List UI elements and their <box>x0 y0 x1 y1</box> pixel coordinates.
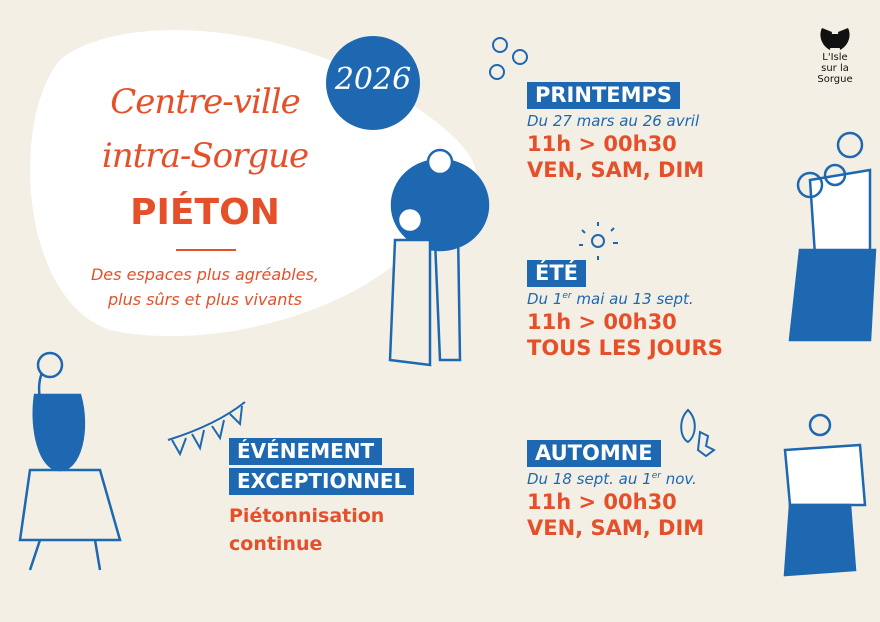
season-days: TOUS LES JOURS <box>527 336 723 360</box>
walking-couple-illustration <box>388 148 490 367</box>
bunting-icon <box>167 401 246 457</box>
hero-title-line1: Centre-ville <box>110 82 301 122</box>
leaves-icon <box>680 408 716 458</box>
sun-icon <box>579 222 618 260</box>
season-hours: 11h > 00h30 <box>527 310 677 334</box>
flowers-icon <box>489 37 528 80</box>
season-tag: AUTOMNE <box>527 440 661 467</box>
event-desc-line2: continue <box>229 533 323 555</box>
subtitle-line: Des espaces plus agréables, <box>90 265 319 284</box>
season-tag: ÉTÉ <box>527 260 587 287</box>
season-days: VEN, SAM, DIM <box>527 516 705 540</box>
hero-subtitle: Des espaces plus agréables, plus sûrs et… <box>55 262 355 312</box>
season-hours: 11h > 00h30 <box>527 132 677 156</box>
event-tag-line2: EXCEPTIONNEL <box>229 468 415 495</box>
season-dates: Du 27 mars au 26 avril <box>527 112 700 130</box>
season-summer: ÉTÉ Du 1er mai au 13 sept. 11h > 00h30 T… <box>527 260 723 360</box>
divider <box>176 249 236 251</box>
town-logo-icon <box>820 28 850 50</box>
special-event: ÉVÉNEMENT EXCEPTIONNEL Piétonnisation co… <box>229 438 415 557</box>
event-tag-line1: ÉVÉNEMENT <box>229 438 383 465</box>
season-dates: Du 1er mai au 13 sept. <box>527 290 694 308</box>
event-desc-line1: Piétonnisation <box>229 505 385 527</box>
logo-line: Sorgue <box>817 74 853 85</box>
logo-line: L'Isle <box>822 52 848 63</box>
man-with-flowers-illustration <box>788 131 877 342</box>
season-spring: PRINTEMPS Du 27 mars au 26 avril 11h > 0… <box>527 82 704 182</box>
season-hours: 11h > 00h30 <box>527 490 677 514</box>
season-days: VEN, SAM, DIM <box>527 158 705 182</box>
season-tag: PRINTEMPS <box>527 82 681 109</box>
hero-title-pieton: PIÉTON <box>130 192 280 233</box>
year-badge <box>326 36 420 130</box>
season-dates: Du 18 sept. au 1er nov. <box>527 470 697 488</box>
subtitle-line: plus sûrs et plus vivants <box>108 290 302 309</box>
season-autumn: AUTOMNE Du 18 sept. au 1er nov. 11h > 00… <box>527 440 704 540</box>
person-with-drink-illustration <box>783 413 867 577</box>
town-logo: L'Isle sur la Sorgue <box>810 52 860 85</box>
hero-title-line2: intra-Sorgue <box>101 136 309 176</box>
year-label: 2026 <box>334 62 412 97</box>
woman-with-bag-illustration <box>18 351 122 571</box>
logo-line: sur la <box>821 63 849 74</box>
